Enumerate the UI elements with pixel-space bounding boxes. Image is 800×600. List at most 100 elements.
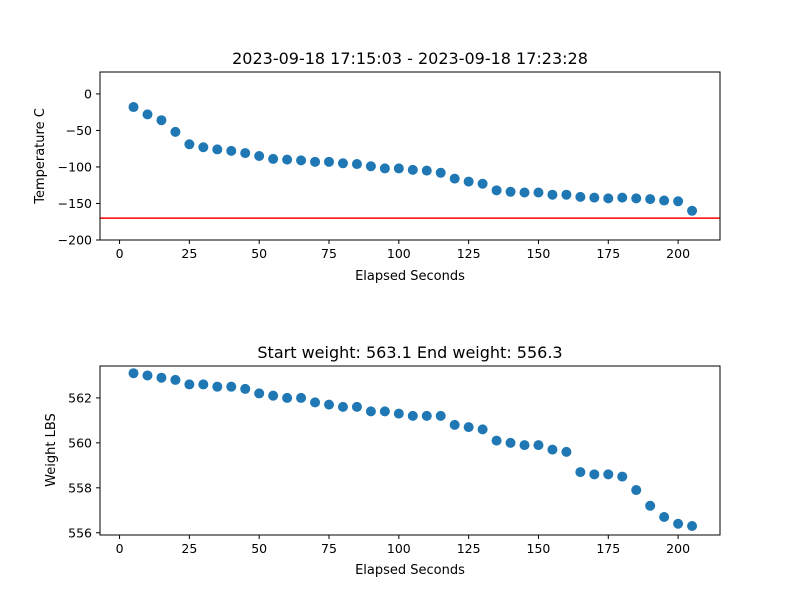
- data-point: [463, 422, 474, 433]
- data-point: [463, 176, 474, 187]
- data-point: [128, 102, 139, 113]
- data-point: [324, 156, 335, 167]
- x-tick-label: 50: [251, 541, 267, 556]
- data-point: [324, 399, 335, 410]
- data-point: [184, 379, 195, 390]
- data-point: [477, 424, 488, 435]
- chart-weight: Start weight: 563.1 End weight: 556.3 0 2…: [44, 343, 721, 578]
- data-point: [421, 165, 432, 176]
- x-tick-label: 125: [457, 246, 481, 261]
- y-tick-label: 556: [68, 525, 92, 540]
- data-point: [603, 469, 614, 480]
- x-tick-label: 100: [387, 541, 411, 556]
- data-point: [310, 397, 321, 408]
- data-point: [212, 144, 223, 155]
- data-point: [547, 444, 558, 455]
- data-point: [365, 161, 376, 172]
- data-point: [631, 193, 642, 204]
- data-point: [337, 401, 348, 412]
- data-point: [575, 191, 586, 202]
- data-point: [561, 189, 572, 200]
- data-point: [659, 512, 670, 523]
- x-tick-label: 25: [181, 541, 197, 556]
- plot-frame: [99, 71, 721, 241]
- y-axis-label: Temperature C: [33, 108, 48, 205]
- data-point: [268, 153, 279, 164]
- data-point: [254, 151, 265, 161]
- data-point: [240, 383, 251, 394]
- data-point: [198, 142, 209, 153]
- data-point: [254, 388, 265, 399]
- data-point: [491, 185, 502, 196]
- data-point: [226, 381, 237, 392]
- data-point: [198, 379, 209, 390]
- data-point: [533, 187, 544, 198]
- data-point: [337, 158, 348, 169]
- x-tick-label: 75: [321, 541, 337, 556]
- data-point: [282, 154, 293, 165]
- data-point: [617, 471, 628, 482]
- y-tick-label: −50: [66, 123, 92, 138]
- y-axis-label: Weight LBS: [44, 413, 59, 487]
- data-point: [631, 485, 642, 496]
- y-tick-label: 558: [68, 480, 92, 495]
- x-tick-label: 50: [251, 246, 267, 261]
- x-tick-label: 100: [387, 246, 411, 261]
- y-tick-label: 560: [68, 435, 92, 450]
- x-ticks: 0 25 50 75 100 125 150 175 200: [116, 535, 690, 556]
- data-point: [687, 205, 698, 216]
- x-tick-label: 200: [666, 541, 690, 556]
- y-tick-label: 0: [84, 86, 92, 101]
- x-axis-label: Elapsed Seconds: [355, 269, 465, 284]
- y-ticks: −200 −150 −100 −50 0: [58, 86, 100, 248]
- data-point: [212, 381, 223, 392]
- x-axis-label: Elapsed Seconds: [355, 563, 465, 578]
- data-point: [379, 406, 390, 417]
- data-point: [561, 446, 572, 457]
- data-point: [393, 408, 404, 419]
- data-point: [170, 126, 181, 137]
- data-point: [296, 392, 307, 403]
- x-tick-label: 25: [181, 246, 197, 261]
- data-point: [435, 410, 446, 421]
- data-point: [575, 467, 586, 478]
- data-points: [128, 102, 698, 216]
- data-point: [533, 440, 544, 451]
- y-tick-label: −200: [58, 233, 92, 248]
- chart-title: Start weight: 563.1 End weight: 556.3: [257, 343, 562, 362]
- data-point: [282, 392, 293, 403]
- x-tick-label: 175: [596, 541, 620, 556]
- data-point: [505, 186, 516, 197]
- data-point: [505, 437, 516, 448]
- y-tick-label: −100: [58, 159, 92, 174]
- data-point: [449, 419, 460, 430]
- data-point: [547, 189, 558, 200]
- data-point: [310, 156, 321, 167]
- data-point: [365, 406, 376, 417]
- data-point: [268, 390, 279, 401]
- data-point: [240, 148, 251, 159]
- x-tick-label: 125: [457, 541, 481, 556]
- data-point: [673, 518, 684, 529]
- data-point: [170, 374, 181, 385]
- x-tick-label: 0: [116, 246, 124, 261]
- data-point: [603, 193, 614, 204]
- data-point: [449, 173, 460, 184]
- y-ticks: 556 558 560 562: [68, 390, 100, 540]
- y-tick-label: −150: [58, 196, 92, 211]
- data-point: [435, 167, 446, 178]
- data-point: [645, 500, 656, 511]
- data-point: [296, 155, 307, 166]
- data-point: [184, 139, 195, 150]
- data-point: [128, 368, 139, 379]
- data-point: [687, 521, 698, 532]
- x-tick-label: 150: [527, 246, 551, 261]
- chart-title: 2023-09-18 17:15:03 - 2023-09-18 17:23:2…: [232, 49, 588, 68]
- data-point: [156, 115, 167, 126]
- data-point: [407, 164, 418, 175]
- data-point: [659, 195, 670, 206]
- x-ticks: 0 25 50 75 100 125 150 175 200: [116, 240, 690, 261]
- data-point: [156, 372, 167, 383]
- data-point: [407, 410, 418, 421]
